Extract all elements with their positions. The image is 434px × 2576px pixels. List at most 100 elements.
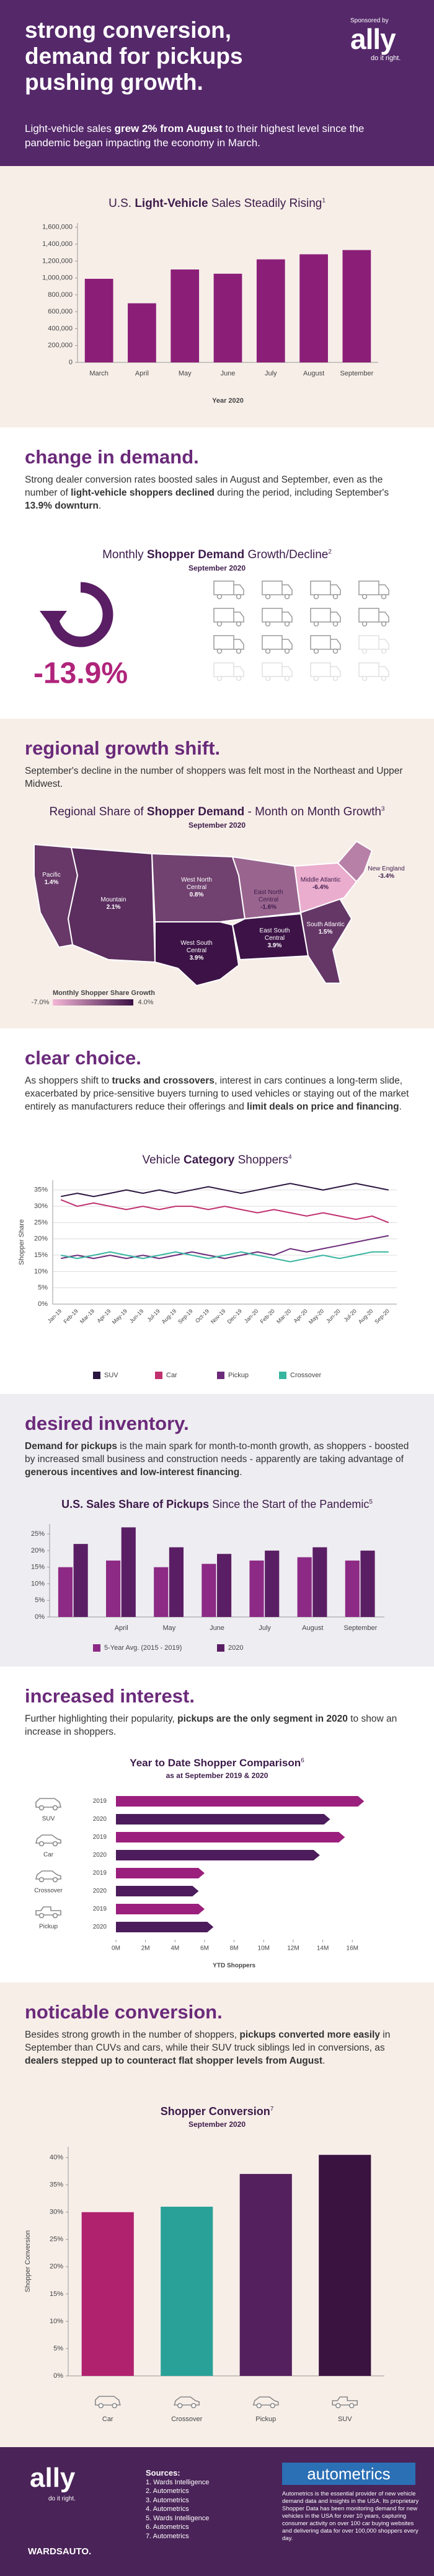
bar (116, 1868, 205, 1878)
bar (161, 2206, 213, 2376)
text: to show an increase in shoppers. (25, 1714, 397, 1737)
icon-wheel (361, 594, 368, 600)
x-tick-label: 14M (317, 1945, 329, 1952)
bar (342, 250, 371, 362)
y-tick-label: 0% (35, 1613, 45, 1621)
y-tick-label: 10% (50, 2318, 63, 2325)
x-tick-label: 12M (287, 1945, 299, 1952)
title-line: strong conversion, (25, 17, 232, 43)
y-tick-label: 0% (53, 2372, 63, 2380)
text: is the main spark for month-to-month gro… (25, 1441, 409, 1465)
y-tick-label: 15% (31, 1564, 45, 1571)
bar (345, 1560, 360, 1617)
icon-wheel (52, 1805, 58, 1811)
icon-body (310, 662, 331, 677)
icon-body (262, 608, 283, 623)
y-tick-label: 20% (31, 1547, 45, 1554)
text: Sales Steadily Rising (208, 197, 322, 210)
bold-text: Year to Date Shopper Comparison (130, 1757, 301, 1769)
region-value: 3.9% (267, 942, 282, 949)
truck-icon (358, 580, 389, 600)
icon-body (213, 662, 234, 677)
x-tick-label: Mar-19 (79, 1308, 95, 1325)
source-item: 2. Autometrics (146, 2487, 189, 2495)
x-tick-label: July (259, 1624, 271, 1632)
bar (81, 2212, 134, 2376)
section-background (0, 1394, 434, 1667)
title-line: pushing growth. (25, 69, 203, 95)
icon-body (262, 635, 283, 650)
x-tick-label: Nov-19 (210, 1308, 227, 1325)
icon-body (213, 580, 234, 595)
truck-icon (310, 662, 341, 681)
x-tick-label: Mar-20 (275, 1308, 292, 1325)
icon-wheel (216, 594, 223, 600)
icon-wheel (270, 2403, 276, 2409)
icon-cab (282, 611, 293, 623)
icon-wheel (190, 2403, 197, 2409)
x-tick-label: March (89, 370, 108, 377)
bold-text: Category (184, 1154, 235, 1167)
icon-wheel (332, 621, 339, 627)
map-region (337, 840, 373, 883)
chart: Monthly Shopper Share Growth-7.0% 4.0% (32, 840, 373, 1006)
series-label: 2019 (93, 1906, 107, 1912)
tagline: do it right. (371, 55, 401, 62)
source-item: 4. Autometrics (146, 2505, 189, 2513)
series-label: 2020 (93, 1924, 107, 1930)
source-item: 7. Autometrics (146, 2532, 189, 2540)
chart-subtitle: September 2020 (188, 2120, 246, 2129)
icon-wheel (361, 621, 368, 627)
source-item: 6. Autometrics (146, 2523, 189, 2531)
y-tick-label: 1,200,000 (42, 257, 73, 265)
icon-body (358, 580, 379, 595)
bar (217, 1554, 232, 1617)
legend-swatch (217, 1644, 224, 1652)
y-tick-label: 35% (50, 2181, 63, 2189)
chart: -13.9% (33, 580, 389, 690)
bar (116, 1850, 320, 1860)
y-tick-label: 0 (69, 359, 73, 366)
section-heading: noticable conversion. (25, 2001, 223, 2023)
text: Besides strong growth in the number of s… (25, 2030, 240, 2040)
icon-wheel (265, 675, 271, 681)
x-tick-label: September (344, 1624, 378, 1632)
x-tick-label: May (179, 370, 192, 377)
vehicle-icon (332, 2396, 358, 2409)
source-item: 3. Autometrics (146, 2496, 189, 2504)
icon-wheel (38, 1805, 45, 1811)
icon-wheel (284, 594, 290, 600)
x-axis-label: Year 2020 (212, 397, 244, 405)
icon-wheel (38, 1912, 45, 1919)
x-tick-label: May (162, 1624, 175, 1632)
icon-wheel (348, 2403, 355, 2409)
y-tick-label: 800,000 (48, 291, 73, 299)
icon-wheel (236, 648, 242, 654)
region-label: West South Central 3.9% (172, 940, 221, 962)
legend-scale (53, 999, 133, 1005)
icon-wheel (265, 648, 271, 654)
y-tick-label: 20% (34, 1235, 48, 1243)
bar (128, 303, 156, 362)
icon-wheel (216, 648, 223, 654)
y-tick-label: 25% (31, 1530, 45, 1538)
bold-text: Light-Vehicle (135, 197, 208, 210)
icon-wheel (112, 2403, 118, 2409)
text: Growth/Decline (244, 548, 329, 561)
x-tick-label: 8M (230, 1945, 239, 1952)
icon-wheel (381, 648, 387, 654)
text: Regional Share of (49, 805, 147, 818)
x-tick-label: Sep-19 (177, 1308, 194, 1325)
x-tick-label: June (210, 1624, 224, 1632)
icon-body (213, 635, 234, 650)
bar (256, 259, 285, 362)
map-region (154, 921, 240, 987)
y-tick-label: 200,000 (48, 342, 73, 349)
bar (116, 1832, 345, 1842)
truck-icon (262, 662, 293, 681)
truck-icon (262, 608, 293, 627)
truck-icon (213, 608, 244, 627)
region-name: Middle Atlantic (300, 877, 341, 883)
x-tick-label: 6M (200, 1945, 209, 1952)
x-tick-label: Aug-19 (161, 1308, 178, 1325)
